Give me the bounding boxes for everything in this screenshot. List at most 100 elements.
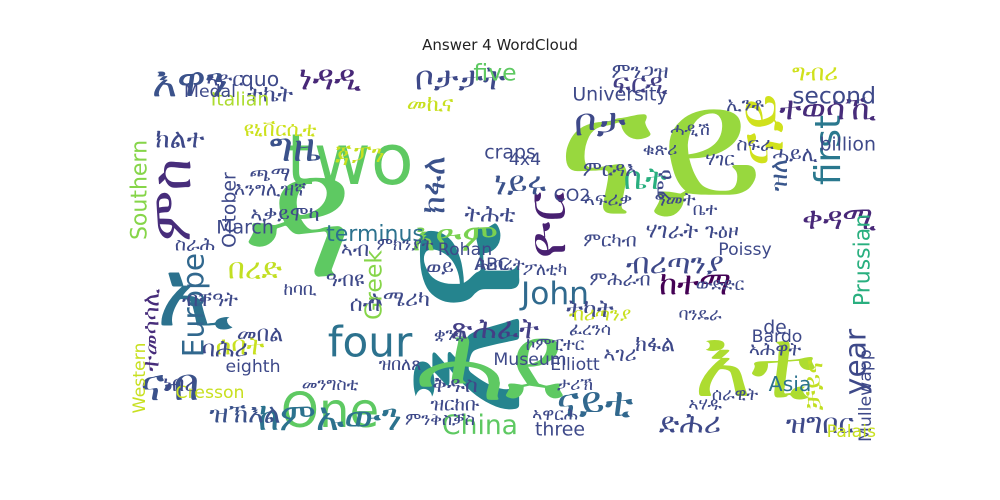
word-103: ኣፍሪቃ [584, 189, 632, 211]
word-113: ስራሕ [175, 234, 215, 256]
word-66: three [535, 419, 585, 441]
word-78: Mullewapp [856, 349, 876, 442]
word-132: ቁጽሪ [643, 140, 678, 160]
word-104: ሓይሊ [772, 142, 817, 166]
word-98: እንግሊዝኛ [234, 179, 306, 201]
word-49: ክፋል [635, 332, 675, 357]
word-17: ክፋለ [415, 156, 453, 214]
word-65: Asia [769, 372, 812, 396]
word-48: ባሕሪ [202, 335, 248, 363]
word-95: ጫማ [250, 162, 291, 186]
word-79: de [763, 317, 787, 339]
word-13: ግዜ [269, 123, 320, 171]
word-61: University [572, 84, 667, 106]
word-63: Prussian [851, 214, 876, 306]
word-64: billion [819, 134, 876, 156]
word-62: Italian [211, 89, 270, 111]
word-21: ቤት [624, 161, 667, 197]
word-72: Poissy [718, 240, 771, 260]
word-55: second [792, 82, 876, 110]
word-124: ሓዲሽ [670, 120, 709, 140]
word-116: ታሪኽ [557, 375, 593, 395]
word-97: መኪና [407, 92, 454, 117]
word-100: ብቐዓት [182, 287, 238, 311]
word-23: ዝለ [764, 159, 793, 192]
word-2: ዳ [247, 119, 353, 317]
word-126: ባንዴራ [679, 305, 723, 325]
word-26: ክልተ [155, 124, 204, 155]
word-60: quo [241, 67, 279, 91]
word-120: ከባቢ [283, 280, 316, 300]
word-128: ሰራዊት [712, 385, 758, 405]
word-108: ስፍራ [736, 134, 774, 156]
word-5: ኢ [157, 239, 234, 347]
word-121: ምክንያት [377, 235, 434, 255]
word-114: ፖለቲካ [523, 260, 567, 280]
word-37: ጽሕፈት [451, 312, 539, 347]
word-16: ፍርዲ [612, 67, 668, 100]
word-129: ቤተ [693, 200, 718, 220]
word-70: Elliott [550, 355, 600, 375]
word-4: እቲ [694, 307, 816, 419]
word-89: ወይ [426, 255, 454, 279]
word-69: Museum [493, 350, 566, 370]
word-29: ከተማ [659, 265, 731, 303]
word-127: ምንቅስቓስ [405, 410, 475, 430]
word-3: ሓደ [416, 299, 564, 426]
word-67: March [216, 217, 274, 239]
word-75: Medal [184, 82, 236, 102]
word-50: ተመሳሳሊ [137, 288, 165, 372]
word-51: Greek [360, 250, 388, 320]
word-130: ፈረንሳ [569, 320, 611, 340]
word-110: ምሕራብ [589, 269, 650, 291]
word-109: ኣሕዋት [749, 339, 802, 361]
word-45: ጃፓን [335, 139, 385, 168]
word-41: ዝግበር [786, 407, 855, 440]
word-88: ነበረ [163, 372, 197, 397]
word-122: ዝበለጸ [379, 355, 422, 375]
word-82: 4x4 [509, 150, 541, 170]
word-53: terminus [326, 222, 424, 247]
word-57: ምንጋዝ [612, 59, 669, 83]
word-54: five [473, 59, 516, 87]
word-7: ናይ [725, 93, 799, 166]
word-99: ቅዱስ [432, 373, 478, 398]
word-107: ምርዳእ [583, 157, 637, 181]
word-28: John [519, 276, 589, 312]
word-40: ድሕሪ [659, 406, 721, 441]
word-81: CO2 [554, 186, 591, 206]
word-0: ናይ [557, 48, 763, 257]
word-58: ትኬት [247, 80, 293, 108]
word-12: ቦታ [574, 101, 626, 146]
word-77: Cresson [176, 383, 245, 403]
word-123: ኣሃዱ [688, 395, 721, 415]
word-1: እዩ [353, 222, 562, 419]
word-44: ቻይና [799, 359, 830, 411]
word-111: ዓመት [655, 189, 696, 211]
word-83: Palais [827, 422, 876, 442]
word-115: ኮምፒተር [526, 335, 585, 355]
word-71: Bardo [752, 327, 803, 347]
word-56: ግብሪ [792, 59, 838, 87]
word-18: እዮም [412, 216, 498, 261]
word-118: ቋንቋ [434, 325, 466, 345]
word-117: ሕብረት [475, 255, 525, 275]
word-30: በረድ [228, 252, 283, 287]
word-68: October [219, 172, 241, 248]
word-8: ምስ [139, 159, 203, 242]
word-38: ዝኽእል [209, 399, 280, 430]
word-19: ዮር [514, 191, 578, 258]
word-35: ናብ [140, 358, 199, 411]
word-33: One [281, 383, 379, 439]
word-131: ኣዋርሕ [532, 405, 578, 425]
word-52: Southern [128, 140, 153, 240]
word-47: ኣሜሪካ [370, 287, 430, 312]
word-125: ውድድር [696, 275, 745, 295]
word-101: ዝርከቡ [430, 394, 479, 416]
word-32: four [328, 318, 413, 367]
word-73: Rohan [438, 240, 492, 260]
word-39: ናይቲ [557, 378, 634, 427]
word-90: ጉዕዞ [705, 219, 739, 243]
word-84: Western [130, 343, 150, 414]
